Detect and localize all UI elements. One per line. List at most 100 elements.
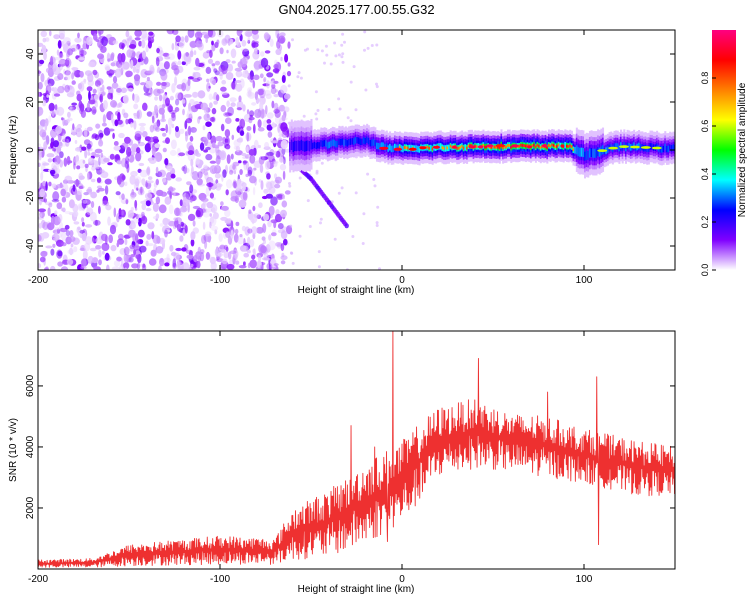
noise-blob — [260, 51, 265, 57]
noise-blob — [45, 245, 53, 249]
noise-blob — [196, 77, 203, 81]
noise-blob — [189, 99, 195, 106]
noise-blob — [102, 250, 105, 255]
noise-blob — [94, 80, 101, 87]
noise-blob — [237, 137, 244, 143]
noise-blob — [259, 101, 264, 111]
noise-blob — [52, 148, 56, 152]
noise-blob — [323, 61, 326, 65]
noise-blob — [306, 199, 310, 203]
noise-blob — [252, 205, 256, 212]
noise-blob — [185, 52, 189, 57]
ridge-peak — [408, 147, 417, 151]
noise-blob — [77, 32, 80, 39]
noise-blob — [110, 62, 116, 67]
noise-blob — [235, 37, 239, 46]
noise-blob — [79, 229, 85, 234]
ridge-cell — [310, 139, 313, 150]
noise-blob — [249, 154, 256, 164]
noise-blob — [179, 235, 184, 242]
noise-blob — [87, 157, 95, 164]
ridge-cell — [457, 146, 460, 150]
noise-blob — [228, 251, 232, 260]
noise-blob — [52, 216, 61, 226]
noise-blob — [156, 88, 165, 94]
noise-blob — [238, 265, 247, 269]
noise-blob — [137, 229, 145, 238]
noise-blob — [86, 102, 90, 112]
noise-blob — [246, 131, 250, 142]
noise-blob — [171, 113, 176, 122]
snr-x-axis: -200 -100 0 100 — [28, 331, 593, 585]
ridge-cell — [552, 143, 555, 147]
noise-blob — [156, 69, 160, 73]
ridge-cell — [572, 148, 575, 152]
ridge-cell — [456, 146, 459, 150]
noise-blob — [212, 167, 220, 174]
noise-blob — [147, 222, 155, 230]
noise-blob — [268, 240, 276, 251]
noise-blob — [184, 120, 188, 130]
ridge-cell — [367, 137, 370, 145]
noise-blob — [127, 87, 134, 92]
noise-blob — [189, 50, 194, 58]
noise-blob — [205, 66, 212, 74]
noise-blob — [275, 242, 283, 247]
noise-blob — [192, 220, 196, 227]
noise-blob — [284, 53, 289, 63]
ridge-cell — [349, 138, 352, 145]
noise-blob — [38, 70, 42, 74]
ridge-cell — [356, 137, 359, 144]
noise-blob — [130, 254, 136, 258]
noise-blob — [168, 220, 176, 227]
noise-blob — [123, 112, 129, 119]
colorbar-tick: 0.8 — [700, 72, 716, 84]
noise-blob — [53, 140, 59, 148]
noise-blob — [154, 152, 163, 162]
noise-blob — [179, 212, 183, 217]
noise-blob — [151, 146, 156, 156]
noise-blob — [175, 177, 182, 182]
noise-blob — [97, 39, 103, 48]
noise-blob — [132, 93, 135, 101]
x-tick: -200 — [28, 331, 48, 585]
noise-blob — [315, 117, 319, 121]
noise-blob — [193, 128, 197, 133]
noise-blob — [54, 210, 58, 216]
noise-blob — [78, 100, 83, 109]
noise-blob — [135, 68, 140, 74]
noise-blob — [123, 262, 130, 270]
noise-blob — [273, 150, 277, 155]
x-tick-label: 100 — [576, 574, 593, 585]
ridge-cell — [505, 145, 508, 149]
noise-blob — [133, 103, 139, 110]
noise-blob — [41, 44, 47, 54]
ridge-cell — [344, 139, 347, 146]
noise-blob — [252, 33, 260, 40]
ridge-cell — [518, 144, 521, 148]
noise-blob — [280, 260, 286, 265]
noise-blob — [249, 175, 257, 184]
noise-blob — [204, 240, 208, 250]
ridge-cell — [633, 142, 636, 149]
ridge-peak — [526, 145, 533, 149]
noise-blob — [209, 160, 217, 164]
noise-blob — [221, 172, 224, 182]
noise-blob — [152, 216, 159, 220]
noise-blob — [266, 72, 274, 78]
noise-blob — [263, 257, 271, 261]
noise-blob — [40, 73, 45, 83]
ridge-cell — [321, 140, 324, 148]
noise-blob — [126, 38, 130, 49]
noise-blob — [94, 219, 98, 226]
noise-blob — [211, 142, 216, 149]
noise-blob — [251, 42, 259, 48]
noise-blob — [273, 179, 280, 184]
noise-blob — [137, 58, 141, 63]
noise-blob — [225, 246, 229, 252]
noise-blob — [58, 59, 66, 65]
noise-blob — [366, 46, 370, 50]
noise-blob — [206, 182, 214, 188]
noise-blob — [98, 249, 102, 258]
ridge-cell — [664, 143, 667, 151]
